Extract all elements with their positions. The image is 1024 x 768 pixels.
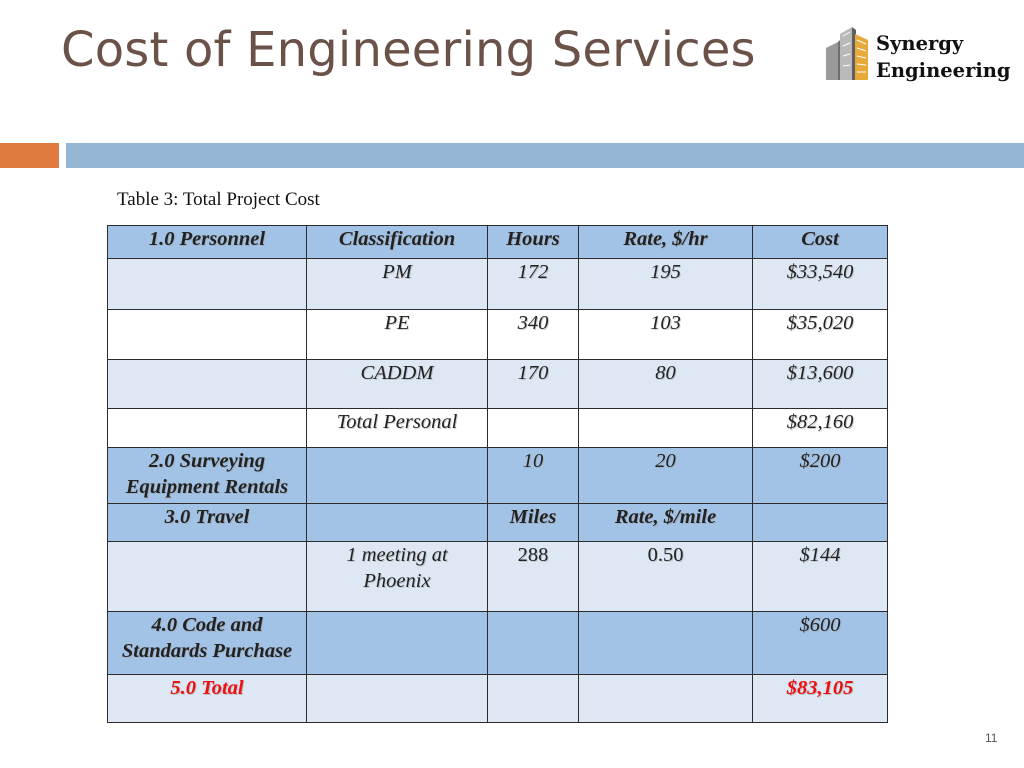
cell-hours: 170	[487, 359, 579, 409]
table-row-caddm: CADDM 170 80 $13,600	[107, 359, 888, 409]
cell-cost: $33,540	[752, 258, 888, 310]
cell-rate-mile-header: Rate, $/mile	[578, 503, 753, 542]
cell-classification: PM	[306, 258, 488, 310]
cell-miles: 288	[487, 541, 579, 612]
cell-empty	[107, 408, 307, 448]
cell-empty	[306, 611, 488, 675]
cell-empty	[107, 541, 307, 612]
cell-cost: $82,160	[752, 408, 888, 448]
cell-classification: PE	[306, 309, 488, 360]
header-cost: Cost	[752, 225, 888, 259]
cell-cost: $13,600	[752, 359, 888, 409]
table-row-travel-header: 3.0 Travel Miles Rate, $/mile	[107, 503, 888, 542]
cell-rate: 195	[578, 258, 753, 310]
table-header-row: 1.0 Personnel Classification Hours Rate,…	[107, 225, 888, 259]
travel-desc-line2: Phoenix	[363, 570, 431, 592]
surveying-label-line1: 2.0 Surveying	[148, 450, 266, 472]
cell-hours: 340	[487, 309, 579, 360]
travel-desc-line1: 1 meeting at	[346, 544, 448, 566]
logo-wordmark: Synergy Engineering	[876, 30, 1011, 84]
cell-empty	[578, 611, 753, 675]
cell-hours: 172	[487, 258, 579, 310]
code-label-line1: 4.0 Code and	[151, 614, 263, 636]
cell-empty	[107, 359, 307, 409]
cell-empty	[578, 408, 753, 448]
table-row-total: 5.0 Total $83,105	[107, 674, 888, 723]
cell-empty	[752, 503, 888, 542]
slide-title: Cost of Engineering Services	[61, 22, 756, 78]
cell-empty	[487, 674, 579, 723]
table-row-travel: 1 meeting at Phoenix 288 0.50 $144	[107, 541, 888, 612]
cell-empty	[107, 309, 307, 360]
table-row-code-standards: 4.0 Code and Standards Purchase $600	[107, 611, 888, 675]
cell-travel-desc: 1 meeting at Phoenix	[306, 541, 488, 612]
cell-cost: $35,020	[752, 309, 888, 360]
table-caption: Table 3: Total Project Cost	[117, 189, 320, 210]
cell-cost: $144	[752, 541, 888, 612]
cell-total-cost: $83,105	[752, 674, 888, 723]
cell-travel-label: 3.0 Travel	[107, 503, 307, 542]
cell-rate: 80	[578, 359, 753, 409]
header-hours: Hours	[487, 225, 579, 259]
cell-empty	[306, 674, 488, 723]
cell-empty	[107, 258, 307, 310]
page-number: 11	[985, 731, 998, 745]
building-logo-icon	[826, 27, 868, 80]
cell-code-label: 4.0 Code and Standards Purchase	[107, 611, 307, 675]
accent-bar-blue	[66, 143, 1024, 168]
header-classification: Classification	[306, 225, 488, 259]
cell-miles-header: Miles	[487, 503, 579, 542]
surveying-label-line2: Equipment Rentals	[125, 476, 289, 498]
header-personnel: 1.0 Personnel	[107, 225, 307, 259]
logo-line-synergy: Synergy	[876, 32, 964, 55]
cell-empty	[578, 674, 753, 723]
logo-line-engineering: Engineering	[876, 59, 1011, 82]
cell-empty	[487, 611, 579, 675]
cell-rate: 103	[578, 309, 753, 360]
cell-cost: $600	[752, 611, 888, 675]
cell-empty	[306, 447, 488, 504]
table-row-total-personal: Total Personal $82,160	[107, 408, 888, 448]
cell-rate: 20	[578, 447, 753, 504]
cell-surveying-label: 2.0 Surveying Equipment Rentals	[107, 447, 307, 504]
code-label-line2: Standards Purchase	[121, 640, 293, 662]
cell-empty	[487, 408, 579, 448]
cell-total-label: 5.0 Total	[107, 674, 307, 723]
cell-total-personal-label: Total Personal	[306, 408, 488, 448]
company-logo: Synergy Engineering	[824, 24, 1014, 86]
cell-empty	[306, 503, 488, 542]
table-row-surveying: 2.0 Surveying Equipment Rentals 10 20 $2…	[107, 447, 888, 504]
cell-classification: CADDM	[306, 359, 488, 409]
header-rate: Rate, $/hr	[578, 225, 753, 259]
cell-rate: 0.50	[578, 541, 753, 612]
cell-cost: $200	[752, 447, 888, 504]
table-row-pm: PM 172 195 $33,540	[107, 258, 888, 310]
table-row-pe: PE 340 103 $35,020	[107, 309, 888, 360]
cell-hours: 10	[487, 447, 579, 504]
accent-bar-orange	[0, 143, 59, 168]
project-cost-table: 1.0 Personnel Classification Hours Rate,…	[107, 225, 888, 723]
